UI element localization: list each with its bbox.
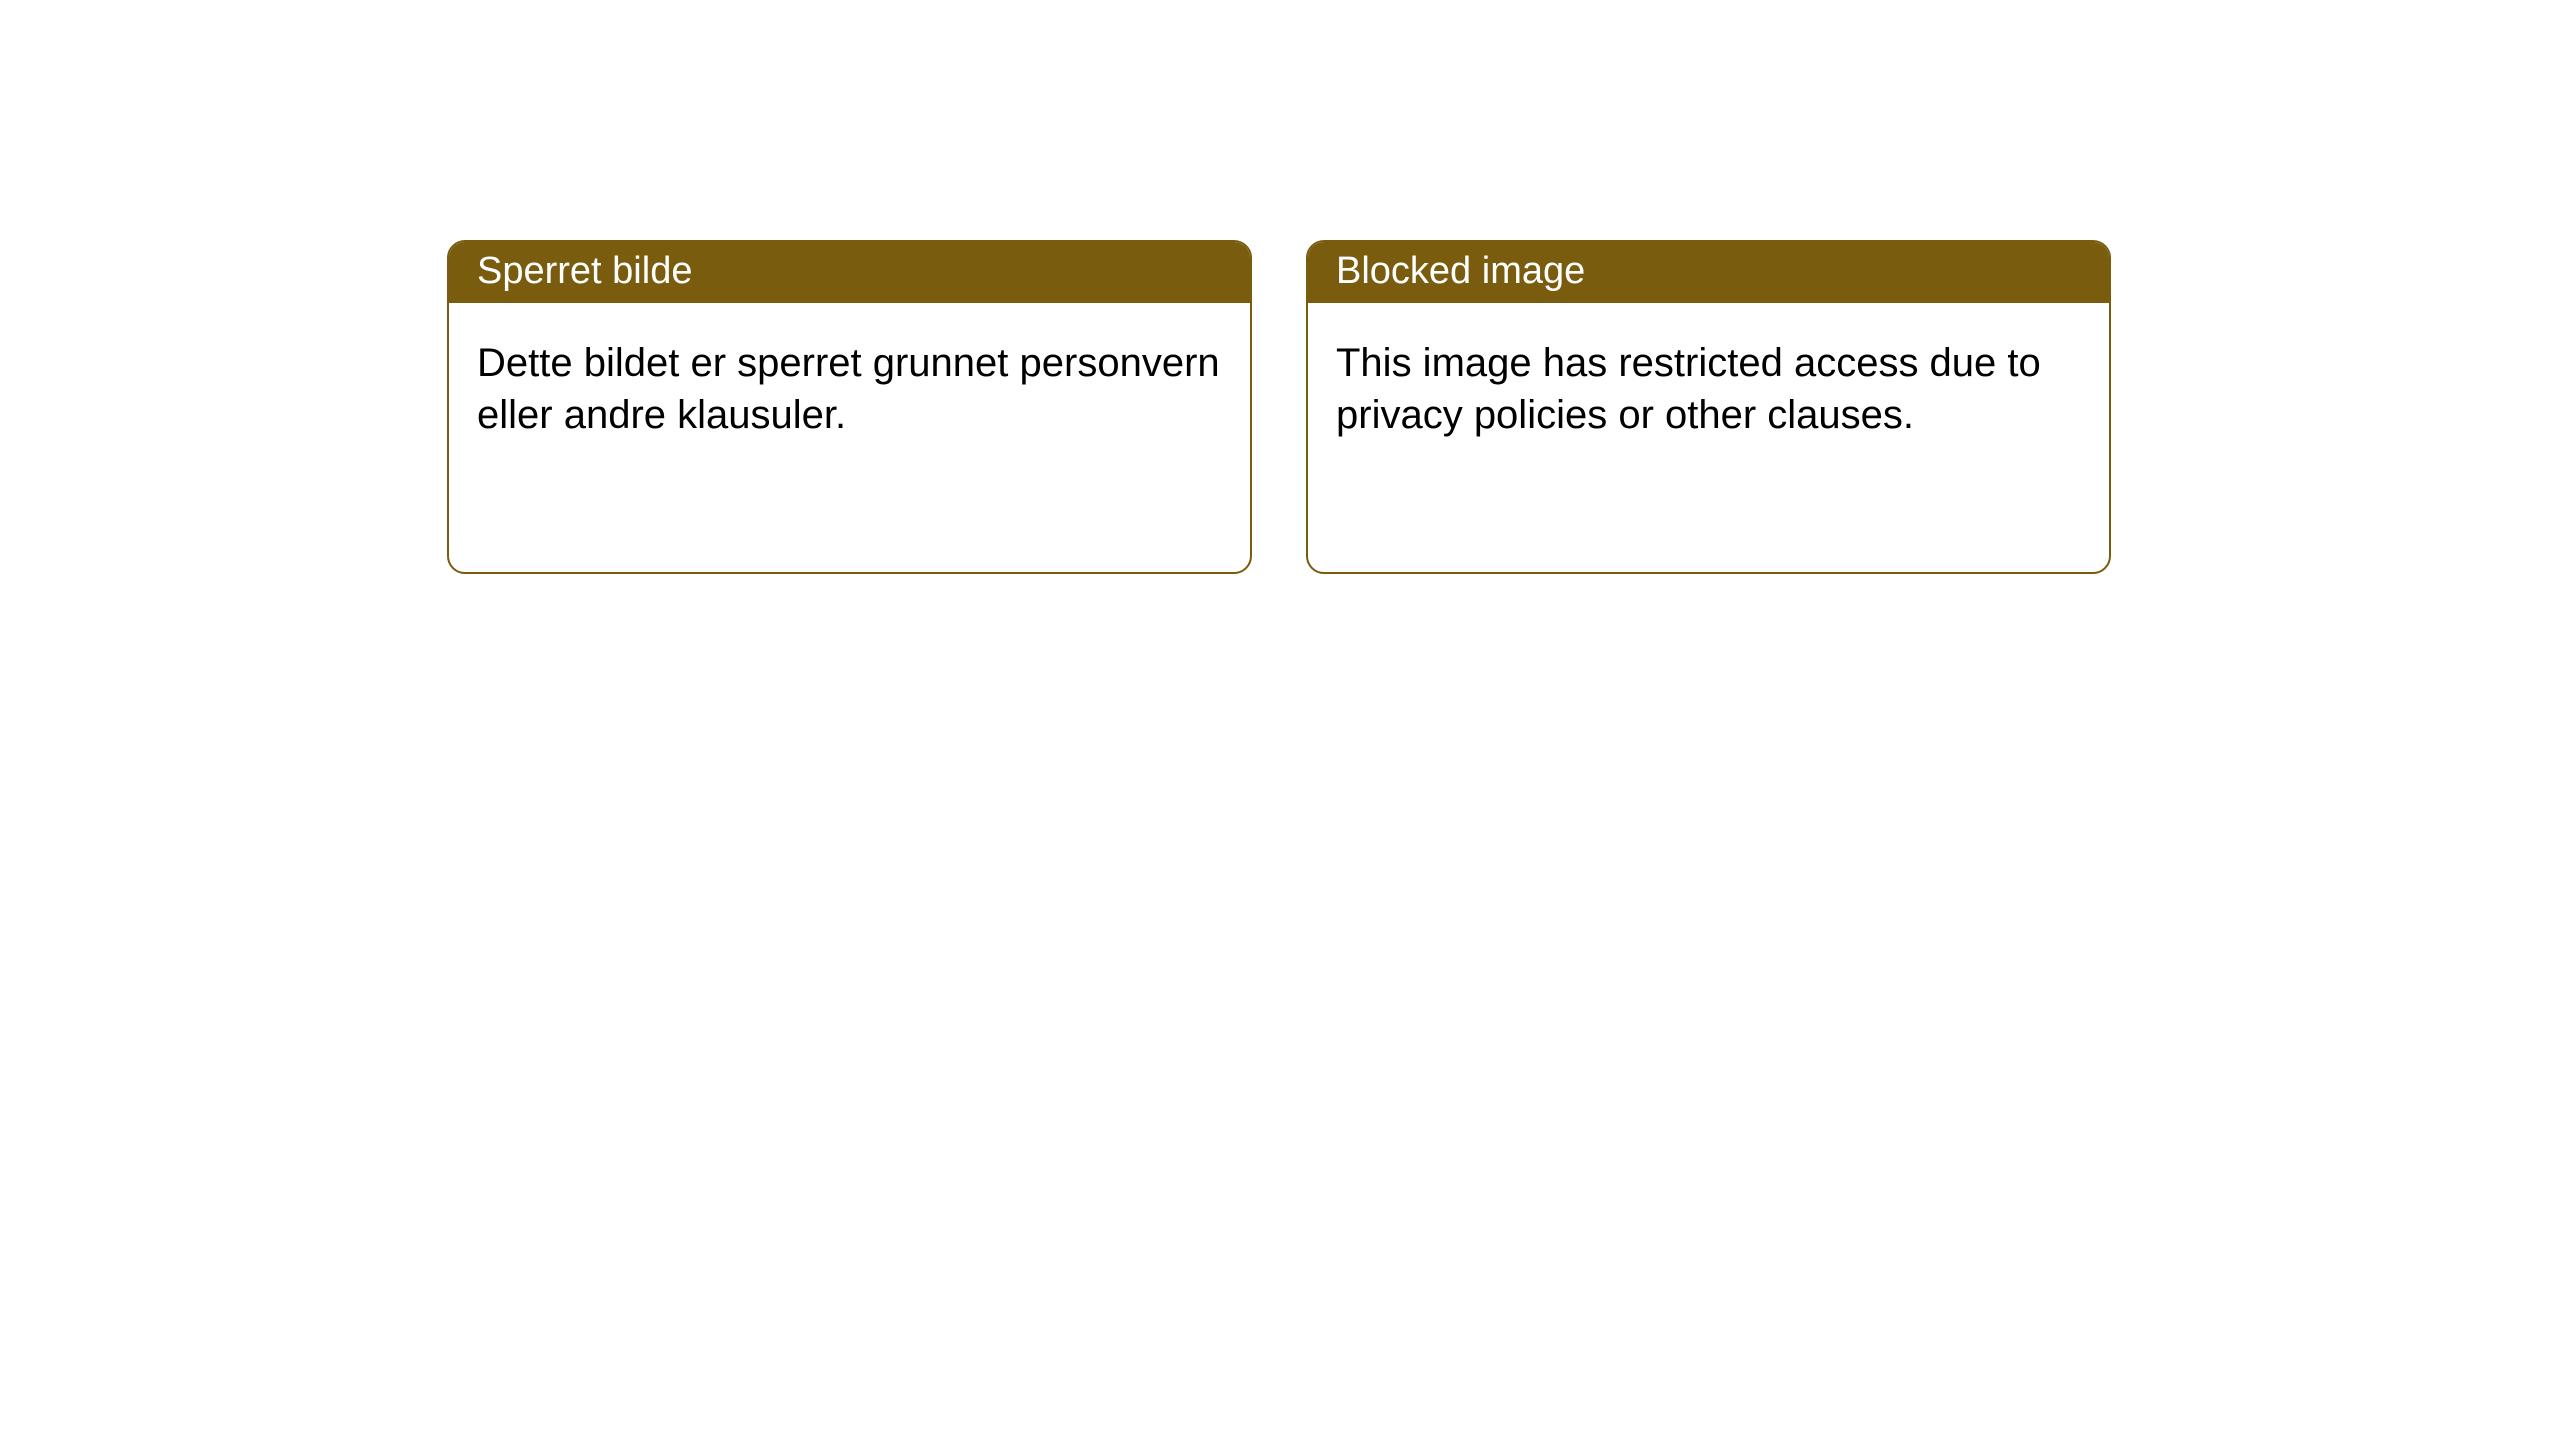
notice-container: Sperret bilde Dette bildet er sperret gr… bbox=[447, 240, 2111, 574]
notice-card-en: Blocked image This image has restricted … bbox=[1306, 240, 2111, 574]
notice-card-en-title: Blocked image bbox=[1308, 242, 2109, 303]
notice-card-no: Sperret bilde Dette bildet er sperret gr… bbox=[447, 240, 1252, 574]
notice-card-en-body: This image has restricted access due to … bbox=[1308, 303, 2109, 470]
notice-card-no-title: Sperret bilde bbox=[449, 242, 1250, 303]
notice-card-no-body: Dette bildet er sperret grunnet personve… bbox=[449, 303, 1250, 470]
